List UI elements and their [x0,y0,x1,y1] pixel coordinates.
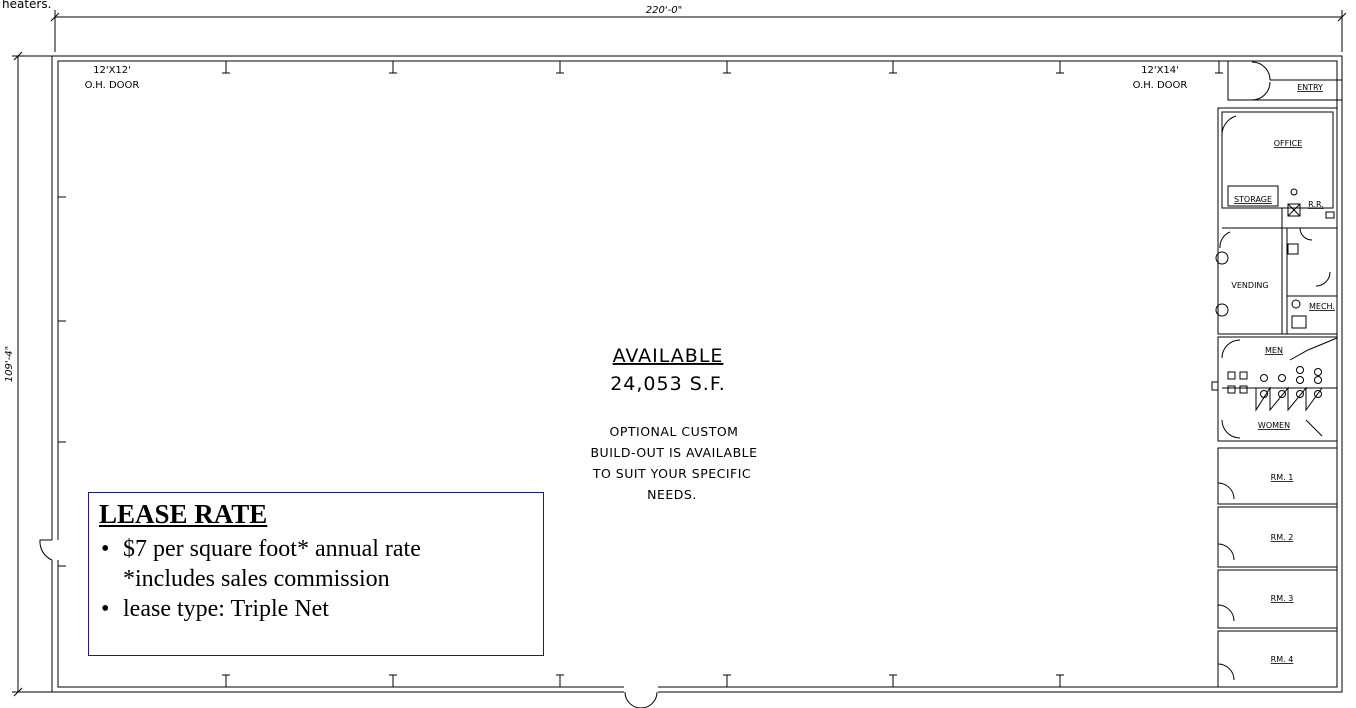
restrooms [1211,336,1338,442]
lease-commission-note: *includes sales commission [123,566,390,592]
depth-dimension-label: 109'-4" [4,346,15,382]
room-men: MEN [1265,346,1283,355]
entry-vestibule [1227,61,1342,101]
room-vending: VENDING [1231,281,1268,290]
depth-dimension [12,51,52,697]
bullet-icon: • [101,596,110,622]
room-rr: R.R. [1308,200,1324,209]
room-rm1: RM. 1 [1271,473,1294,482]
width-dimension [50,10,1347,52]
columns-left [58,196,66,567]
columns-top [222,61,1223,74]
room-rm3: RM. 3 [1271,594,1294,603]
bullet-icon: • [101,536,110,562]
lease-rate-box: LEASE RATE • $7 per square foot* annual … [88,492,544,656]
available-note-line: BUILD-OUT IS AVAILABLE [590,445,757,460]
bottom-door [624,684,658,708]
lease-rate-item: • lease type: Triple Net [99,594,533,624]
lease-rate-title: LEASE RATE [99,499,268,529]
room-rm2: RM. 2 [1271,533,1294,542]
page-top-text: heaters. [2,0,51,11]
lease-rate-item: • $7 per square foot* annual rate [99,534,533,564]
available-area: 24,053 S.F. [610,373,726,395]
available-title: AVAILABLE [613,345,724,367]
room-office: OFFICE [1274,139,1303,148]
room-mech: MECH. [1309,302,1335,311]
available-note-line: TO SUIT YOUR SPECIFIC [592,466,751,481]
lease-rate-item: *includes sales commission [99,564,533,594]
room-entry: ENTRY [1297,83,1323,92]
oh-door-2-size: 12'X14' [1141,65,1179,76]
lease-type: lease type: Triple Net [123,596,329,622]
room-storage: STORAGE [1234,195,1272,204]
columns-bottom [222,674,1064,687]
oh-door-1-label: O.H. DOOR [85,80,140,91]
room-women: WOMEN [1258,421,1290,430]
lease-rate-list: • $7 per square foot* annual rate *inclu… [99,534,533,624]
office-block [1215,107,1338,335]
rooms-1-4 [1217,447,1338,688]
left-door [39,539,60,561]
available-note-line: NEEDS. [647,487,697,502]
oh-door-1-size: 12'X12' [93,65,131,76]
width-dimension-label: 220'-0" [646,5,682,16]
room-rm4: RM. 4 [1271,655,1294,664]
available-note-line: OPTIONAL CUSTOM [610,424,739,439]
lease-price: $7 per square foot* annual rate [123,536,421,562]
oh-door-2-label: O.H. DOOR [1133,80,1188,91]
